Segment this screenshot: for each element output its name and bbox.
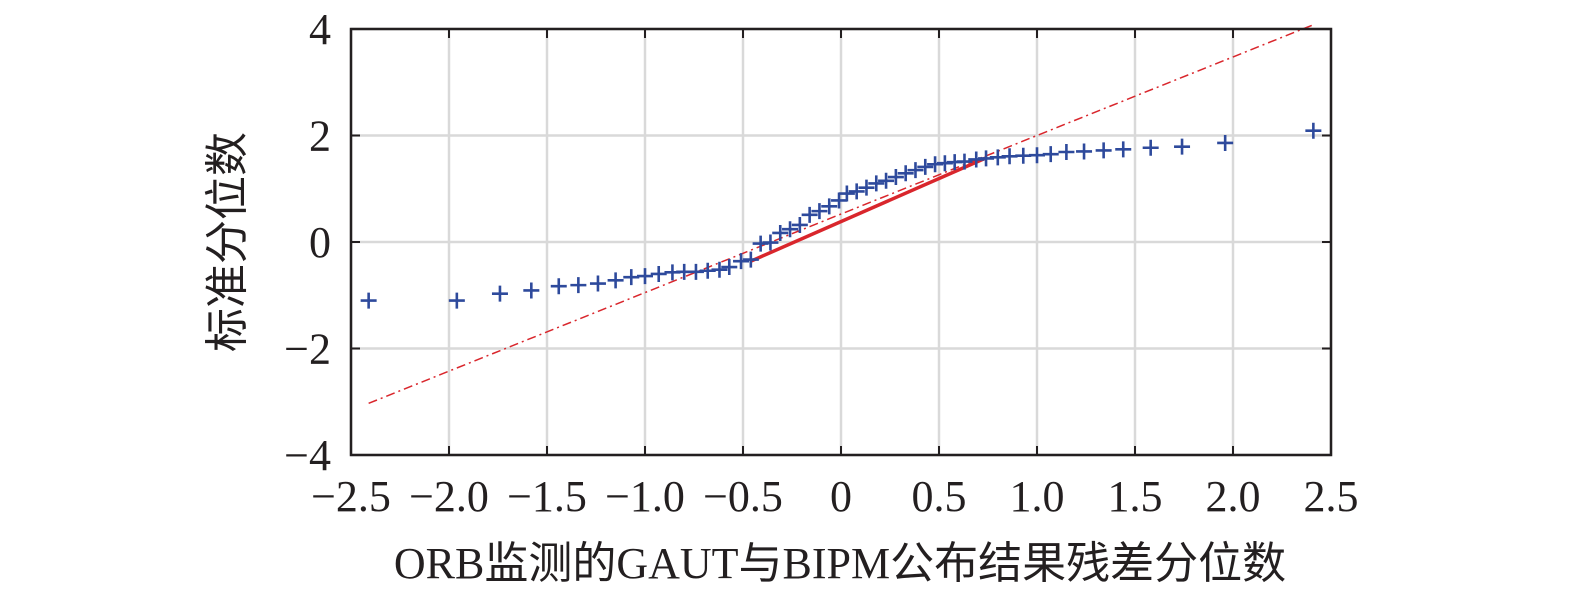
data-point [1217,134,1234,151]
data-point [821,198,838,215]
data-point [1001,148,1018,165]
x-tick-label: −2.0 [409,472,489,521]
data-point [1095,142,1112,159]
x-tick-label: 1.0 [1010,472,1065,521]
data-point [623,269,640,286]
data-point [1058,144,1075,161]
data-point [811,203,828,220]
y-tick-label: 4 [309,5,331,54]
data-point [711,261,728,278]
data-point [1029,147,1045,164]
tick-marks [350,28,1332,456]
data-point [550,278,567,295]
data-point [887,169,904,186]
data-point [772,224,789,241]
data-point [762,234,779,251]
grid-lines [349,27,1333,457]
data-point [838,185,855,202]
data-point [721,259,738,276]
data-point [650,265,667,282]
x-tick-labels: −2.5 −2.0 −1.5 −1.0 −0.5 0 0.5 1.0 1.5 2.0 2.5 [311,472,1358,521]
data-point [858,179,875,196]
y-tick-label: 2 [309,112,331,161]
x-tick-label: 0 [830,472,852,521]
data-point [1174,138,1191,155]
data-point [917,158,934,175]
x-tick-label: 0.5 [912,472,967,521]
data-point [589,275,606,292]
data-point [1115,141,1132,158]
data-point [607,272,624,289]
data-point [448,292,465,309]
data-point [360,292,377,309]
y-axis-label: 标准分位数 [203,132,252,352]
data-point [637,268,653,285]
reference-line [368,24,1314,405]
fit-line [750,156,987,263]
y-tick-label: 0 [309,218,331,267]
y-tick-label: −2 [284,325,331,374]
y-tick-labels: −4 −2 0 2 4 [284,5,331,480]
data-point [1015,147,1032,164]
data-point [1142,139,1159,156]
x-tick-label: 2.0 [1206,472,1261,521]
x-axis-label: ORB监测的GAUT与BIPM公布结果残差分位数 [394,539,1286,588]
data-point [848,183,865,200]
x-tick-label: 1.5 [1108,472,1163,521]
data-points [360,122,1322,309]
x-tick-label: 2.5 [1304,472,1359,521]
data-point [878,172,895,189]
data-point [1076,143,1093,160]
data-point [897,165,914,182]
x-tick-label: −1.0 [605,472,685,521]
x-tick-label: −1.5 [507,472,587,521]
data-point [1042,146,1059,163]
data-point [907,162,924,179]
data-point [733,253,750,270]
data-point [1305,122,1322,139]
data-point [570,277,587,294]
data-point [956,153,973,170]
data-point [491,285,508,302]
data-point [742,251,759,268]
data-point [782,221,799,238]
x-tick-label: −2.5 [311,472,391,521]
y-tick-label: −4 [284,431,331,480]
data-point [868,175,885,192]
x-tick-label: −0.5 [703,472,783,521]
data-point [801,206,818,223]
data-point [523,282,540,299]
data-point [831,192,848,209]
data-point [791,216,808,233]
